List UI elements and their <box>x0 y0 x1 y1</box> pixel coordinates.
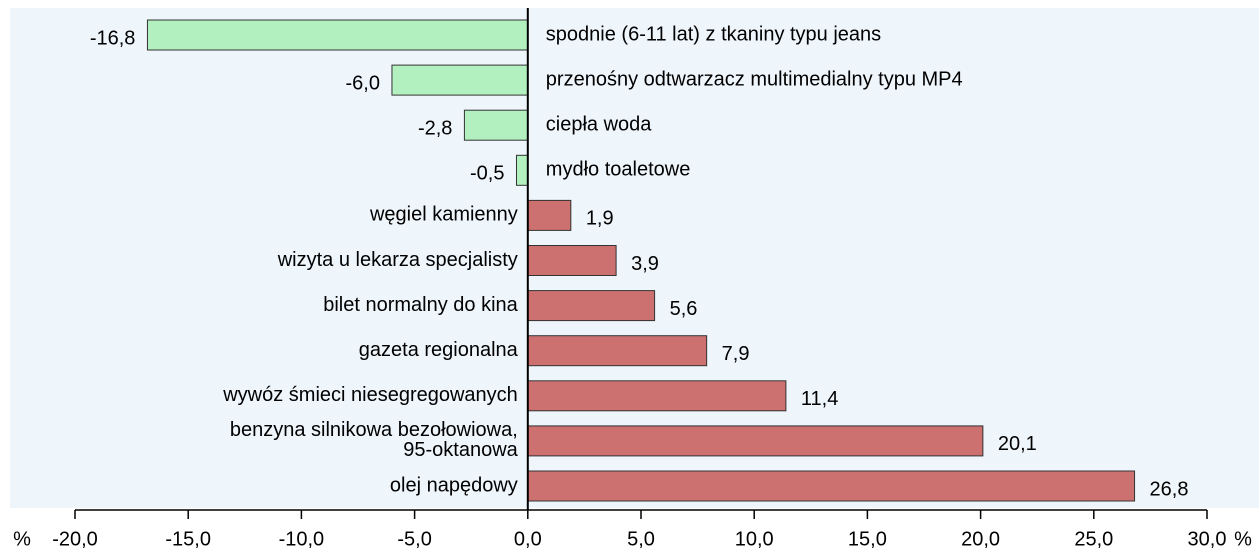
value-label: 26,8 <box>1150 478 1189 500</box>
bar <box>527 245 617 276</box>
x-tick-label: 25,0 <box>1074 528 1113 550</box>
bar <box>527 199 572 231</box>
category-label: olej napędowy <box>390 474 518 496</box>
category-label: benzyna silnikowa bezołowiowa, 95-oktanow… <box>230 419 519 461</box>
value-label: -0,5 <box>470 163 504 185</box>
category-label-line: benzyna silnikowa bezołowiowa, <box>230 419 518 441</box>
x-unit-right: % <box>1234 528 1252 550</box>
bar <box>463 109 529 141</box>
value-label: -16,8 <box>90 27 136 49</box>
value-label: 1,9 <box>586 208 614 230</box>
x-tick-label: 20,0 <box>961 528 1000 550</box>
bar <box>391 64 529 96</box>
x-tick-label: -5,0 <box>397 528 431 550</box>
x-tick-label: 30,0 <box>1188 528 1227 550</box>
category-label: bilet normalny do kina <box>323 294 518 316</box>
bar <box>527 425 984 457</box>
bar <box>515 154 529 186</box>
category-label: przenośny odtwarzacz multimedialny typu … <box>546 68 963 90</box>
bar <box>527 470 1136 502</box>
value-label: -2,8 <box>418 117 452 139</box>
value-label: 11,4 <box>801 388 838 410</box>
value-label: 20,1 <box>998 433 1037 455</box>
x-tick-label: 15,0 <box>848 528 887 550</box>
value-label: 7,9 <box>722 343 750 365</box>
plot-background <box>10 8 1259 508</box>
category-label: ciepła woda <box>546 113 653 135</box>
bar <box>527 290 656 322</box>
value-label: 3,9 <box>631 253 659 275</box>
x-tick-label: 10,0 <box>735 528 774 550</box>
category-label: wywóz śmieci niesegregowanych <box>222 384 518 406</box>
x-tick-label: 0,0 <box>514 528 542 550</box>
category-label: spodnie (6-11 lat) z tkaniny typu jeans <box>546 23 881 45</box>
category-label-line: 95-oktanowa <box>403 439 518 461</box>
x-tick-label: -20,0 <box>52 528 98 550</box>
value-label: 5,6 <box>670 298 698 320</box>
x-tick-label: -15,0 <box>165 528 211 550</box>
bar <box>146 19 529 51</box>
category-label: mydło toaletowe <box>546 159 691 181</box>
value-label: -6,0 <box>345 72 379 94</box>
category-label: gazeta regionalna <box>359 339 519 361</box>
category-label: węgiel kamienny <box>369 204 518 226</box>
bar <box>527 335 708 367</box>
x-tick-label: -10,0 <box>279 528 325 550</box>
category-label: wizyta u lekarza specjalisty <box>277 249 518 271</box>
bar <box>527 380 787 412</box>
x-tick-label: 5,0 <box>627 528 655 550</box>
x-unit-left: % <box>13 528 31 550</box>
